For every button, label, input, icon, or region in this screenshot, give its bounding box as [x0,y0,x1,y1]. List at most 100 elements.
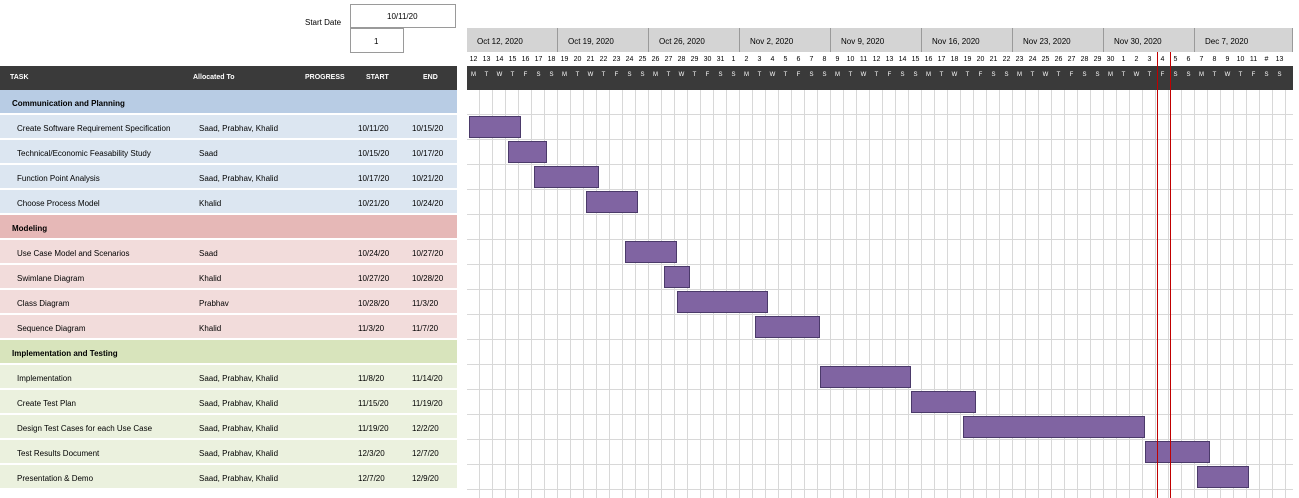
day-letter: F [887,72,892,78]
day-letter: W [1042,72,1049,78]
week-offset-input[interactable]: 1 [350,28,404,53]
day-letter: F [705,72,710,78]
grid-hline [467,289,1293,290]
grid-hline [467,114,1293,115]
day-letter: T [939,72,944,78]
day-letter: F [1160,72,1165,78]
header-start: START [366,74,389,81]
day-number: 8 [1212,56,1217,63]
section-row[interactable]: Implementation and Testing [0,340,457,364]
task-bar[interactable] [586,191,638,213]
task-row[interactable]: Class Diagram Prabhav 10/28/20 11/3/20 [0,290,457,314]
day-number: 26 [1054,56,1063,63]
task-row[interactable]: Use Case Model and Scenarios Saad 10/24/20… [0,240,457,264]
grid-vline [934,90,935,498]
task-name: Create Test Plan [17,399,76,408]
grid-vline [830,90,831,498]
gantt-day-header [467,66,1293,90]
week-label: Oct 12, 2020 [477,37,523,46]
task-row[interactable]: Test Results Document Saad, Prabhav, Khal… [0,440,457,464]
task-name: Create Software Requirement Specificatio… [17,124,171,133]
day-letter: W [951,72,958,78]
day-letter: S [913,72,918,78]
day-number: 23 [1015,56,1024,63]
day-number: 4 [1160,56,1165,63]
task-end: 12/2/20 [412,424,439,433]
task-bar[interactable] [534,166,599,188]
day-letter: S [1277,72,1282,78]
day-letter: W [678,72,685,78]
task-bar[interactable] [911,391,976,413]
task-bar[interactable] [508,141,547,163]
grid-vline [1103,90,1104,498]
day-number: 24 [625,56,634,63]
task-bar[interactable] [1197,466,1249,488]
task-allocated: Saad, Prabhav, Khalid [199,374,279,383]
task-start: 10/15/20 [358,149,390,158]
day-number: 1 [731,56,736,63]
task-row[interactable]: Design Test Cases for each Use Case Saad,… [0,415,457,439]
day-number: 18 [950,56,959,63]
grid-hline [467,239,1293,240]
task-bar[interactable] [820,366,911,388]
grid-vline [908,90,909,498]
task-bar[interactable] [677,291,768,313]
day-letter: T [601,72,606,78]
day-number: 2 [1134,56,1139,63]
day-number: 16 [521,56,530,63]
grid-vline [1259,90,1260,498]
grid-vline [1246,90,1247,498]
task-row[interactable]: Technical/Economic Feasability Study Saad… [0,140,457,164]
task-row[interactable]: Implementation Saad, Prabhav, Khalid 11/8/… [0,365,457,389]
day-number: 21 [586,56,595,63]
task-row[interactable]: Choose Process Model Khalid 10/21/20 10/24/… [0,190,457,214]
day-letter: S [1186,72,1191,78]
task-end: 10/28/20 [412,274,444,283]
task-bar[interactable] [755,316,820,338]
task-end: 12/9/20 [412,474,439,483]
task-allocated: Saad [199,249,218,258]
week-label: Nov 30, 2020 [1114,37,1162,46]
day-letter: S [991,72,996,78]
day-number: 6 [796,56,801,63]
task-row[interactable]: Sequence Diagram Khalid 11/3/20 11/7/20 [0,315,457,339]
section-row[interactable]: Modeling [0,215,457,239]
day-number: 11 [859,56,868,63]
grid-vline [856,90,857,498]
task-bar[interactable] [469,116,521,138]
grid-vline [791,90,792,498]
task-name: Function Point Analysis [17,174,100,183]
grid-vline [960,90,961,498]
start-date-input[interactable]: 10/11/20 [350,4,456,28]
section-row[interactable]: Communication and Planning [0,90,457,114]
task-start: 11/19/20 [358,424,389,433]
task-bar[interactable] [625,241,677,263]
task-bar[interactable] [963,416,1145,438]
task-end: 12/7/20 [412,449,439,458]
week-header: Nov 16, 2020 [922,28,1013,52]
task-row[interactable]: Presentation & Demo Saad, Prabhav, Khalid… [0,465,457,489]
task-row[interactable]: Create Test Plan Saad, Prabhav, Khalid 11/… [0,390,457,414]
day-number: 7 [809,56,814,63]
task-allocated: Khalid [199,324,222,333]
grid-vline [882,90,883,498]
task-row[interactable]: Swimlane Diagram Khalid 10/27/20 10/28/20 [0,265,457,289]
task-allocated: Saad, Prabhav, Khalid [199,424,279,433]
task-bar[interactable] [664,266,690,288]
grid-vline [1155,90,1156,498]
day-letter: T [874,72,879,78]
day-number: 2 [744,56,749,63]
week-label: Nov 23, 2020 [1023,37,1071,46]
task-name: Swimlane Diagram [17,274,85,283]
grid-vline [1194,90,1195,498]
day-number: 19 [963,56,972,63]
day-letter: M [926,72,931,78]
task-row[interactable]: Function Point Analysis Saad, Prabhav, Kh… [0,165,457,189]
day-letter: T [1212,72,1217,78]
day-letter: T [757,72,762,78]
task-bar[interactable] [1145,441,1210,463]
day-number: 21 [989,56,998,63]
task-end: 11/19/20 [412,399,443,408]
day-number: 27 [664,56,673,63]
task-row[interactable]: Create Software Requirement Specificatio… [0,115,457,139]
